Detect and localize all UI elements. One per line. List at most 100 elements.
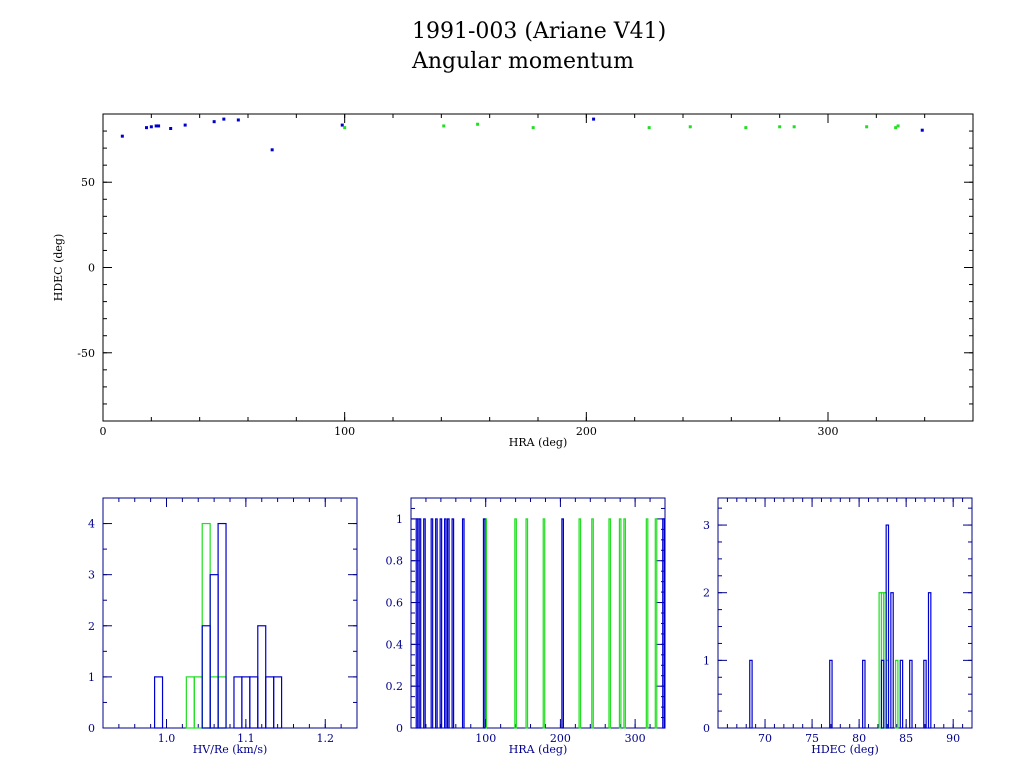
histogram-bar-blue [829,659,833,729]
y-tick-label: 0 [88,262,95,275]
histogram-bar-blue [482,518,486,729]
x-axis-label: HRA (deg) [509,743,568,756]
histogram-bar-blue [201,625,211,729]
scatter-point-green [744,126,748,130]
histogram-bar-green [654,518,658,729]
y-tick-label: 4 [88,518,95,531]
y-tick-label: 0.2 [386,680,404,693]
y-tick-label: 1 [88,671,95,684]
x-tick-label: 300 [818,425,839,438]
histogram-bar-green [591,518,594,729]
scatter-point-blue [236,118,240,122]
histogram-bar-blue [927,592,932,729]
histogram-bar-green [185,676,195,729]
x-axis-label: HV/Re (km/s) [193,743,268,756]
scatter-point-blue [920,128,924,132]
histogram-bar-blue [418,518,422,729]
x-tick-label: 1.1 [237,732,255,745]
scatter-point-blue [222,117,226,121]
x-tick-label: 200 [576,425,597,438]
histogram-bar-green [525,518,529,729]
histogram-bar-blue [209,574,219,729]
x-tick-label: 100 [334,425,355,438]
y-tick-label: -50 [77,347,95,360]
histogram-bar-blue [461,518,465,729]
histogram-bar-blue [444,518,447,729]
scatter-point-blue [145,126,148,130]
histogram-bar-blue [439,518,443,729]
histogram-bar-green [645,518,649,729]
histogram-bar-green [618,518,622,729]
y-tick-label: 0 [703,722,710,735]
histogram-bar-blue [153,676,164,729]
histogram-bar-blue [257,625,267,729]
y-tick-label: 0.8 [386,555,404,568]
histogram-bar-blue [890,592,894,729]
scatter-point-green [647,126,651,130]
scatter-point-green [894,126,898,130]
y-tick-label: 1 [396,513,403,526]
x-tick-label: 300 [625,732,646,745]
histogram-bar-blue [233,676,243,729]
scatter-point-green [442,124,446,128]
scatter-point-green [896,124,900,128]
histogram-bar-blue [423,518,426,729]
x-tick-label: 70 [758,732,772,745]
histogram-bar-blue [273,676,283,729]
histogram-bar-blue [435,518,438,729]
x-tick-label: 85 [899,732,913,745]
histogram-bar-blue [749,659,753,729]
x-axis-label: HDEC (deg) [811,743,879,756]
x-tick-label: 1.0 [158,732,176,745]
plot-frame-1 [102,497,358,729]
y-tick-label: 0 [396,722,403,735]
histogram-bar-green [608,518,612,729]
chart-subtitle: Angular momentum [411,49,634,74]
y-tick-label: 2 [703,587,710,600]
y-tick-label: 1 [703,654,710,667]
histogram-bar-blue [885,524,890,729]
x-tick-label: 75 [805,732,819,745]
histogram-bar-blue [447,518,450,729]
scatter-point-blue [154,124,158,128]
histogram-bar-blue [923,659,927,729]
scatter-point-green [792,125,796,129]
histogram-bar-green [514,518,517,729]
scatter-point-blue [270,148,274,152]
histogram-bar-blue [880,659,885,729]
histogram-bar-green [542,518,546,729]
y-tick-label: 3 [88,569,95,582]
scatter-point-blue [120,134,124,138]
x-tick-label: 1.2 [317,732,335,745]
y-tick-label: 0.6 [386,597,404,610]
scatter-point-green [343,126,347,130]
histogram-bar-green [894,659,899,729]
histogram-bar-green [217,676,227,729]
scatter-point-green [778,125,782,129]
scatter-point-blue [149,125,153,129]
histogram-bar-blue [249,676,259,729]
histogram-bar-green [623,518,627,729]
x-tick-label: 80 [852,732,866,745]
y-tick-label: 50 [81,176,95,189]
y-tick-label: 3 [703,519,710,532]
histogram-bar-blue [662,518,665,729]
chart-title: 1991-003 (Ariane V41) [412,19,666,44]
scatter-point-blue [183,123,187,127]
x-tick-label: 90 [946,732,960,745]
y-tick-label: 0 [88,722,95,735]
plot-frame-3 [717,497,973,729]
x-axis-label: HRA (deg) [509,436,568,449]
scatter-point-blue [212,120,216,124]
histogram-bar-blue [265,676,275,729]
histogram-bar-blue [899,659,904,729]
x-tick-label: 100 [475,732,496,745]
histogram-bar-blue [415,518,419,729]
histogram-bar-blue [862,659,866,729]
plot-frame-0 [102,113,974,422]
x-tick-label: 200 [550,732,571,745]
histogram-bar-green [209,676,219,729]
y-axis-label: HDEC (deg) [52,234,65,302]
